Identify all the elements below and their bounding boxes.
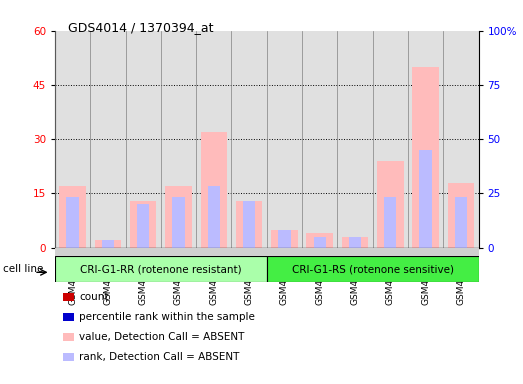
Text: count: count xyxy=(79,292,109,302)
Bar xyxy=(137,204,150,248)
Bar xyxy=(419,150,432,248)
Bar xyxy=(55,256,267,282)
Bar xyxy=(306,233,333,248)
Text: CRI-G1-RR (rotenone resistant): CRI-G1-RR (rotenone resistant) xyxy=(80,264,242,274)
Bar xyxy=(342,237,368,248)
Text: percentile rank within the sample: percentile rank within the sample xyxy=(79,312,255,322)
Text: CRI-G1-RS (rotenone sensitive): CRI-G1-RS (rotenone sensitive) xyxy=(292,264,453,274)
Bar xyxy=(271,230,298,248)
Bar xyxy=(95,240,121,248)
Bar xyxy=(243,201,255,248)
Bar xyxy=(59,186,86,248)
Bar xyxy=(278,230,291,248)
Bar xyxy=(454,197,467,248)
Bar xyxy=(412,67,439,248)
Bar xyxy=(66,197,79,248)
Bar xyxy=(101,240,114,248)
Bar xyxy=(313,237,326,248)
Bar xyxy=(384,197,396,248)
Bar xyxy=(172,197,185,248)
Bar xyxy=(130,201,156,248)
Text: value, Detection Call = ABSENT: value, Detection Call = ABSENT xyxy=(79,332,245,342)
Bar xyxy=(200,132,227,248)
Bar xyxy=(349,237,361,248)
Bar xyxy=(267,256,479,282)
Bar xyxy=(208,186,220,248)
Bar xyxy=(236,201,263,248)
Text: cell line: cell line xyxy=(3,264,43,274)
Text: GDS4014 / 1370394_at: GDS4014 / 1370394_at xyxy=(68,21,213,34)
Bar xyxy=(448,183,474,248)
Bar xyxy=(377,161,404,248)
Bar xyxy=(165,186,192,248)
Text: rank, Detection Call = ABSENT: rank, Detection Call = ABSENT xyxy=(79,352,240,362)
